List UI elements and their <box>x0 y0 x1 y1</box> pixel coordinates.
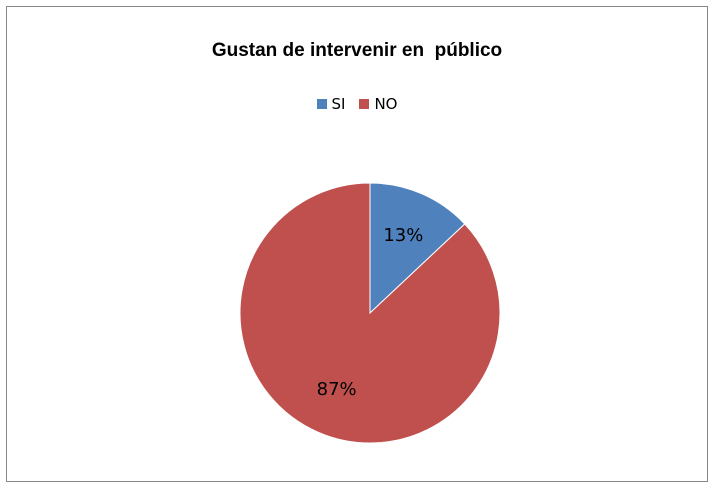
chart-title: Gustan de intervenir en público <box>211 40 503 61</box>
pie-chart: 13% 87% <box>239 182 501 444</box>
legend-label-si: SI <box>331 95 346 113</box>
pie-slice-no <box>239 182 501 444</box>
legend-item-si: SI <box>316 95 346 113</box>
chart-area: Gustan de intervenir en público SI NO 13… <box>6 6 708 482</box>
pie-slices <box>239 182 501 444</box>
data-label-no: 87% <box>317 379 357 400</box>
pie-labels: 13% 87% <box>317 225 424 400</box>
legend-label-no: NO <box>374 95 398 113</box>
pie-slice-si <box>369 182 466 315</box>
legend: SI NO <box>7 95 707 113</box>
legend-swatch-no <box>359 99 370 109</box>
legend-swatch-si <box>316 99 327 109</box>
legend-item-no: NO <box>359 95 397 113</box>
data-label-si: 13% <box>383 225 423 246</box>
